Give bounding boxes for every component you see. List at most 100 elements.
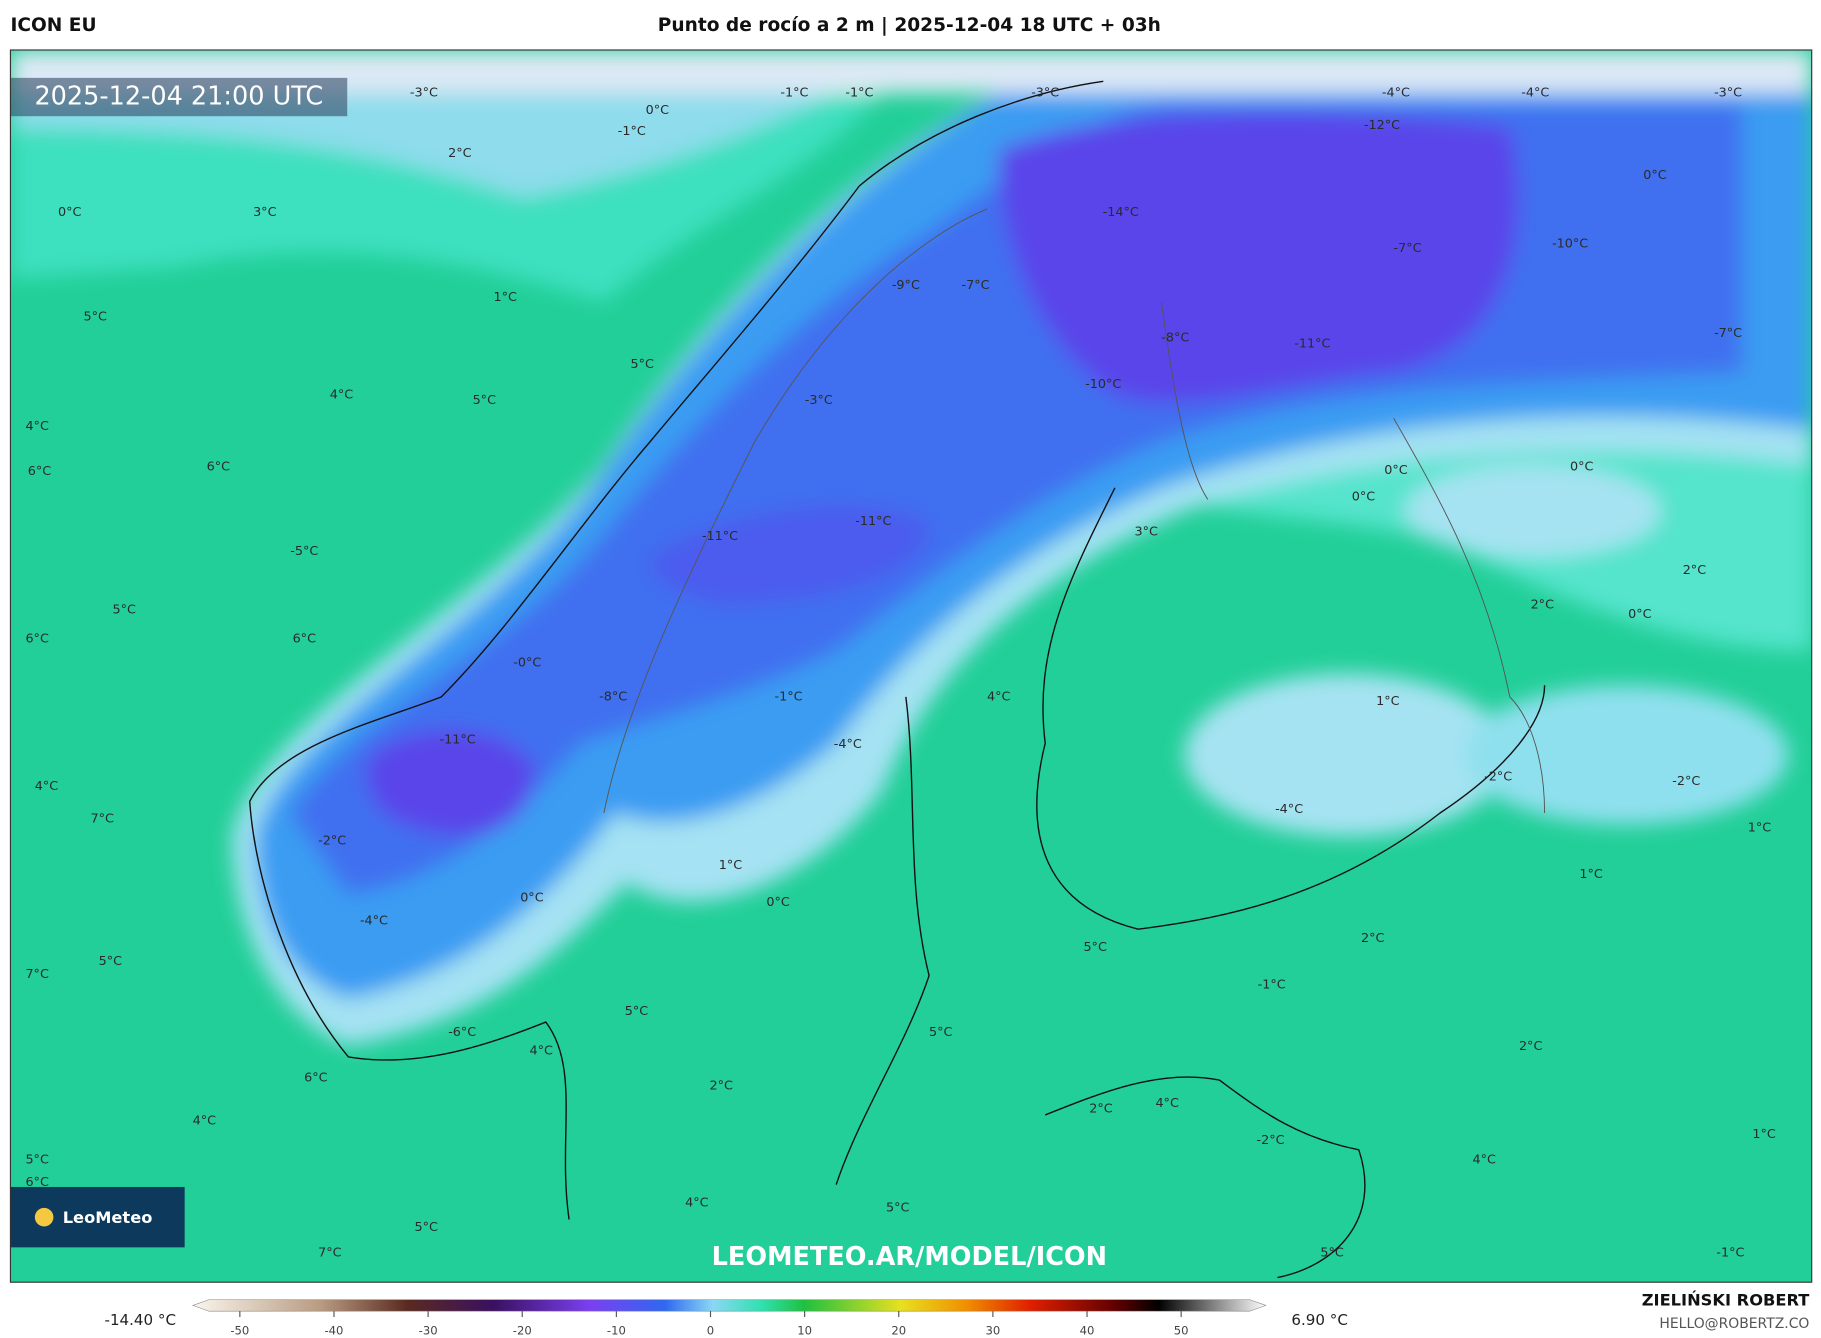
contour-label: -11°C <box>1294 336 1330 351</box>
logo-text: LeoMeteo <box>63 1208 153 1227</box>
contour-label: 2°C <box>1519 1039 1543 1054</box>
contour-label: -11°C <box>855 514 891 529</box>
contour-label: 4°C <box>987 689 1011 704</box>
contour-label: 6°C <box>25 631 49 646</box>
contour-label: 5°C <box>625 1004 649 1019</box>
baltic-coast <box>1044 1076 1366 1279</box>
contour-label: 7°C <box>90 811 114 826</box>
contour-label: 5°C <box>84 310 108 325</box>
contour-label: -1°C <box>1716 1246 1744 1261</box>
contour-label: 0°C <box>1384 463 1408 478</box>
contour-label: -2°C <box>1484 770 1512 785</box>
contour-label: -1°C <box>618 124 646 139</box>
border <box>603 208 988 814</box>
contour-label: 1°C <box>1752 1127 1776 1142</box>
contour-label: -8°C <box>1161 331 1189 346</box>
colorbar-bar <box>191 1299 1267 1312</box>
contour-label: 1°C <box>1376 694 1400 709</box>
contour-label: 6°C <box>293 631 317 646</box>
contour-label: -0°C <box>513 656 541 671</box>
timestamp: 2025-12-04 21:00 UTC <box>34 82 323 112</box>
contour-label: 6°C <box>25 1175 49 1190</box>
contour-label: -7°C <box>1714 326 1742 341</box>
contour-label: -1°C <box>780 85 808 100</box>
colorbar-tick-label: -40 <box>324 1323 343 1337</box>
contour-label: 5°C <box>113 602 137 617</box>
contour-label: 0°C <box>1628 607 1652 622</box>
contour-label: -3°C <box>1031 85 1059 100</box>
south-coast <box>248 801 570 1220</box>
contour-label: 5°C <box>473 393 497 408</box>
contour-label: -2°C <box>1257 1133 1285 1148</box>
contour-label: -10°C <box>1085 377 1121 392</box>
sweden-coast <box>835 696 930 1185</box>
colorbar: -50 -40 -30 -20 -10 0 10 20 30 40 50 <box>191 1299 1267 1337</box>
min-label: -14.40 °C <box>105 1311 176 1329</box>
contour-label: 2°C <box>448 146 472 161</box>
contour-label: -4°C <box>1521 85 1549 100</box>
contour-label: -9°C <box>892 278 920 293</box>
contour-label: -4°C <box>834 737 862 752</box>
colorbar-tick-label: -30 <box>419 1323 438 1337</box>
contour-label: 4°C <box>529 1044 553 1059</box>
map: -3°C -1°C -1°C -3°C -4°C -4°C -3°C0°C-1°C2°C0°… <box>10 49 1812 1283</box>
map-title: Punto de rocío a 2 m | 2025-12-04 18 UTC… <box>658 15 1161 36</box>
contour-label: 1°C <box>719 858 743 873</box>
logo-sun <box>34 1207 54 1227</box>
colorbar-tick-label: 30 <box>986 1323 1001 1337</box>
colorbar-tick-label: 0 <box>707 1323 714 1337</box>
colorbar-tick-label: -50 <box>230 1323 249 1337</box>
max-label: 6.90 °C <box>1291 1311 1347 1329</box>
contour-label: 5°C <box>1320 1246 1344 1261</box>
colorbar-tick-label: 50 <box>1174 1323 1189 1337</box>
contour-label: 4°C <box>330 387 354 402</box>
contour-label: -2°C <box>318 833 346 848</box>
colorbar-tick-label: 10 <box>797 1323 812 1337</box>
contour-label: 4°C <box>35 779 59 794</box>
contour-label: 0°C <box>520 890 544 905</box>
contour-label: -4°C <box>1275 802 1303 817</box>
contour-label: 7°C <box>25 967 49 982</box>
contour-label: -3°C <box>805 393 833 408</box>
contour-label: 0°C <box>646 103 670 118</box>
contour-label: 2°C <box>1089 1102 1113 1117</box>
colorbar-tick-label: -20 <box>513 1323 532 1337</box>
contour-label: 2°C <box>1361 931 1385 946</box>
contour-label: 1°C <box>1748 821 1772 836</box>
border <box>1160 301 1209 500</box>
contour-label: 0°C <box>1643 168 1667 183</box>
contour-label: 7°C <box>318 1246 342 1261</box>
contour-label: -2°C <box>1672 774 1700 789</box>
contour-label: 5°C <box>1083 940 1107 955</box>
contour-label: 1°C <box>1579 867 1603 882</box>
contour-label: -12°C <box>1364 118 1400 133</box>
contour-label: 5°C <box>99 954 123 969</box>
colorbar-tick-label: 40 <box>1080 1323 1095 1337</box>
contour-label: -4°C <box>1382 85 1410 100</box>
field <box>10 49 1812 1046</box>
contour-label: -1°C <box>775 689 803 704</box>
contour-label: 6°C <box>207 459 231 474</box>
contour-label: 0°C <box>1352 490 1376 505</box>
contour-label: 6°C <box>304 1070 328 1085</box>
contour-label: 4°C <box>685 1196 709 1211</box>
contour-label: -4°C <box>360 914 388 929</box>
contour-label: -10°C <box>1552 236 1588 251</box>
contour-label: 4°C <box>1472 1153 1496 1168</box>
contour-label: -3°C <box>410 85 438 100</box>
contour-label: 0°C <box>1570 459 1594 474</box>
contour-label: -1°C <box>845 85 873 100</box>
contour-label: -6°C <box>448 1025 476 1040</box>
contour-label: 5°C <box>631 357 655 372</box>
email: HELLO@ROBERTZ.CO <box>1659 1316 1809 1332</box>
borders <box>603 208 1546 814</box>
contour-label: 2°C <box>1683 563 1707 578</box>
contour-label: -7°C <box>1394 241 1422 256</box>
contour-label: 5°C <box>25 1153 49 1168</box>
contour-label: -11°C <box>439 732 475 747</box>
norway-coast <box>249 80 1104 802</box>
contour-label: 4°C <box>1155 1096 1179 1111</box>
contour-label: 0°C <box>766 895 790 910</box>
contour-label: 1°C <box>493 290 517 305</box>
contour-label: 2°C <box>1531 598 1555 613</box>
